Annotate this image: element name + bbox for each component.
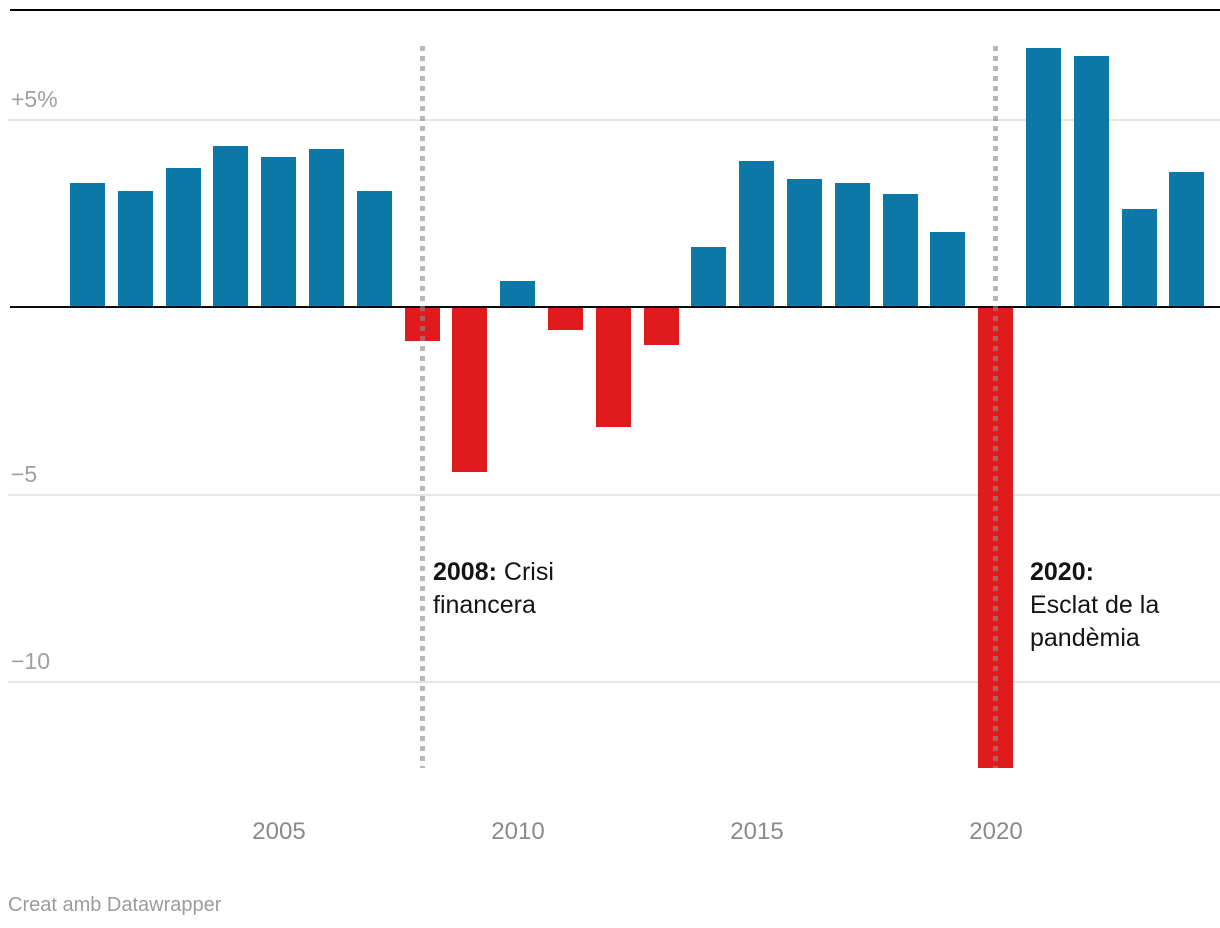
- annotation-line-2020: [993, 46, 998, 768]
- bar-2010[interactable]: [500, 281, 535, 307]
- x-axis-label-2015: 2015: [730, 818, 784, 845]
- bar-2013[interactable]: [644, 307, 679, 345]
- annotation-2008-text: Crisi financera: [433, 558, 554, 619]
- annotation-2020-text: Esclat de la pandèmia: [1030, 591, 1160, 652]
- annotation-2020-year: 2020:: [1030, 558, 1094, 586]
- bar-2015[interactable]: [739, 161, 774, 307]
- zero-axis-line: [10, 306, 1220, 308]
- bar-2024[interactable]: [1169, 172, 1204, 307]
- gridline-5: [8, 119, 1220, 121]
- x-axis-label-2005: 2005: [252, 818, 306, 845]
- gridline--10: [8, 681, 1220, 683]
- annotation-2008-year: 2008:: [433, 558, 497, 586]
- bar-2021[interactable]: [1026, 48, 1061, 307]
- bar-2014[interactable]: [691, 247, 726, 307]
- x-axis-label-2010: 2010: [491, 818, 545, 845]
- bar-2003[interactable]: [166, 168, 201, 307]
- gridline--5: [8, 494, 1220, 496]
- bar-2019[interactable]: [930, 232, 965, 307]
- y-axis-label--10: −10: [11, 648, 51, 674]
- bar-2002[interactable]: [118, 191, 153, 307]
- bar-2009[interactable]: [452, 307, 487, 472]
- top-divider-line: [10, 9, 1220, 11]
- bar-2006[interactable]: [309, 149, 344, 307]
- bar-2011[interactable]: [548, 307, 583, 330]
- annotation-2020: 2020: Esclat de la pandèmia: [1030, 556, 1176, 655]
- bar-2023[interactable]: [1122, 209, 1157, 307]
- bar-2005[interactable]: [261, 157, 296, 307]
- y-axis-label-5: +5%: [11, 86, 58, 112]
- bar-2007[interactable]: [357, 191, 392, 307]
- bar-2018[interactable]: [883, 194, 918, 307]
- bar-2004[interactable]: [213, 146, 248, 307]
- x-axis-label-2020: 2020: [969, 818, 1023, 845]
- bar-2017[interactable]: [835, 183, 870, 307]
- bar-2012[interactable]: [596, 307, 631, 427]
- y-axis-label--5: −5: [11, 461, 38, 487]
- bar-2001[interactable]: [70, 183, 105, 307]
- bar-2022[interactable]: [1074, 56, 1109, 307]
- annotation-line-2008: [420, 46, 425, 768]
- bar-2016[interactable]: [787, 179, 822, 307]
- datawrapper-credit-link[interactable]: Creat amb Datawrapper: [8, 894, 222, 916]
- annotation-2008: 2008: Crisi financera: [433, 556, 603, 622]
